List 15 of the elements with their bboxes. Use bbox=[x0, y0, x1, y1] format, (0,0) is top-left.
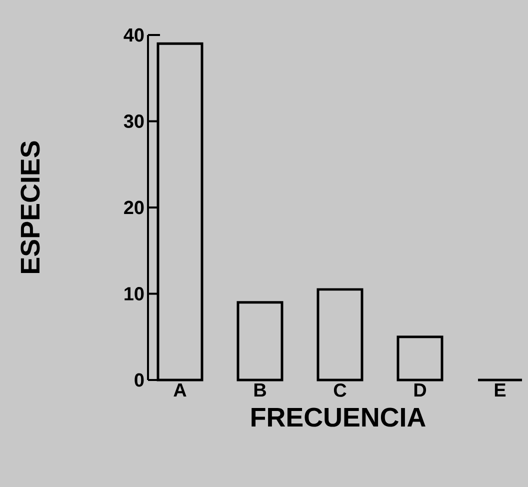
bar bbox=[236, 301, 284, 382]
x-tick-label: C bbox=[334, 384, 346, 397]
x-tick-label: E bbox=[494, 384, 506, 397]
y-tick-label: 20 bbox=[124, 200, 144, 214]
x-tick-label: B bbox=[254, 384, 266, 397]
y-tick-label: 10 bbox=[124, 287, 144, 300]
y-tick-label: 30 bbox=[124, 114, 144, 128]
bar bbox=[316, 288, 364, 382]
y-tick-label: 0 bbox=[134, 373, 144, 387]
x-tick-label: A bbox=[174, 384, 186, 397]
bar bbox=[396, 336, 444, 382]
y-axis-title: ESPECIES bbox=[20, 141, 40, 273]
x-axis-title: FRECUENCIA bbox=[252, 408, 426, 427]
x-tick-label: D bbox=[414, 384, 426, 397]
y-tick-label: 40 bbox=[124, 28, 144, 42]
